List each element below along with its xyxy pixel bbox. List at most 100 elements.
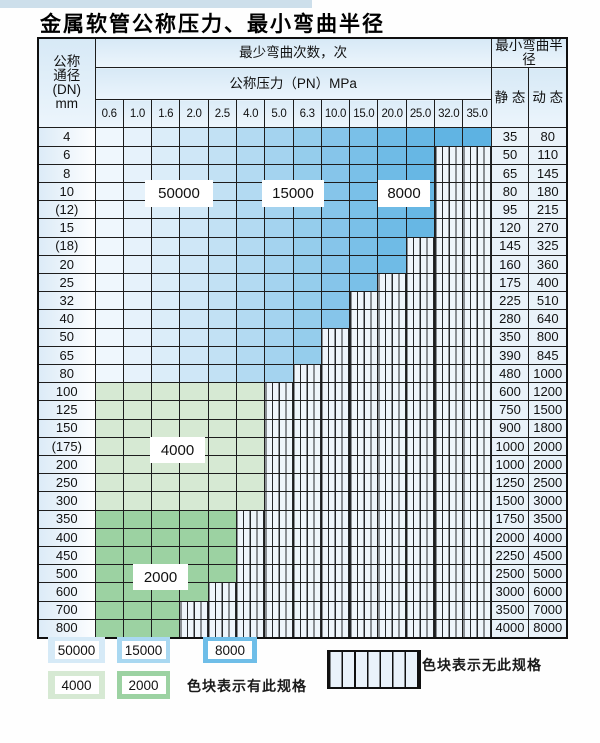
static-cell: 65 [490,163,530,183]
spec-cell [94,363,124,384]
no-spec-cell [292,527,322,548]
header-pressure-value: 25.0 [405,99,436,129]
dn-cell: 25 [37,272,96,293]
static-cell: 1500 [490,491,530,511]
no-spec-cell [462,473,492,493]
spec-cell [320,236,351,256]
dynamic-cell: 110 [528,145,568,165]
header-pressure-value: 1.6 [151,99,181,129]
dynamic-cell: 845 [528,345,568,365]
dynamic-cell: 1000 [528,363,568,384]
no-spec-cell [264,454,294,475]
no-spec-cell [434,309,464,329]
spec-cell [94,163,124,183]
spec-cell [122,382,153,402]
no-spec-cell [462,145,492,165]
spec-cell [462,127,492,147]
no-spec-cell [320,363,351,384]
spec-cell [94,345,124,365]
no-spec-cell [320,418,351,438]
dn-cell: (18) [37,236,96,256]
no-spec-cell [405,363,436,384]
spec-cell [292,327,322,347]
header-bend-cycles: 最少弯曲次数，次 [94,37,492,69]
top-strip [0,0,312,8]
dn-cell: 65 [37,345,96,365]
table-row-dn-80: 80 480 1000 [37,363,568,384]
no-spec-cell [320,582,351,602]
no-spec-cell [264,400,294,420]
dn-cell: 450 [37,546,96,566]
dynamic-cell: 7000 [528,600,568,620]
dn-cell: 8 [37,163,96,183]
static-cell: 480 [490,363,530,384]
table-row-dn-150: 150 900 1800 [37,418,568,438]
dynamic-cell: 1200 [528,382,568,402]
spec-cell [94,145,124,165]
no-spec-cell [462,236,492,256]
spec-cell [122,127,153,147]
header-row-2: 公称压力（PN）MPa 静 态动 态 [38,67,568,129]
table-row-dn-20: 20 160 360 [37,254,568,274]
static-cell: 3500 [490,600,530,620]
no-spec-cell [462,600,492,620]
no-spec-cell [405,454,436,475]
no-spec-cell [349,436,379,457]
no-spec-cell [320,345,351,365]
spec-cell [207,564,237,584]
no-spec-cell [462,181,492,202]
spec-cell [122,363,153,384]
no-spec-cell [434,491,464,511]
table-row-dn-4: 4 35 80 [37,127,568,147]
legend-swatch-50000: 50000 [48,637,105,663]
no-spec-cell [349,345,379,365]
table-row-dn-65: 65 390 845 [37,345,568,365]
spec-cell [179,145,209,165]
table-row-dn-350: 350 1750 3500 [37,509,568,529]
spec-cell [94,291,124,311]
region-label-2000: 2000 [133,564,188,590]
dynamic-cell: 80 [528,127,568,147]
spec-cell [94,382,124,402]
no-spec-cell [462,363,492,384]
spec-cell [151,618,181,639]
dynamic-cell: 5000 [528,564,568,584]
no-spec-cell [405,327,436,347]
dn-cell: 500 [37,564,96,584]
no-spec-cell [349,291,379,311]
spec-cell [207,546,237,566]
no-spec-cell [434,145,464,165]
spec-cell [179,363,209,384]
no-spec-cell [292,382,322,402]
table-row-dn-800: 800 4000 8000 [37,618,568,639]
spec-cell [94,527,124,548]
spec-cell [179,418,209,438]
spec-cell [207,436,237,457]
legend-swatch-4000: 4000 [48,671,105,699]
spec-cell [122,345,153,365]
no-spec-cell [349,509,379,529]
no-spec-cell [434,272,464,293]
table-row-dn-25: 25 175 400 [37,272,568,293]
dynamic-cell: 145 [528,163,568,183]
dn-cell: 6 [37,145,96,165]
dn-cell: 150 [37,418,96,438]
no-spec-cell [349,418,379,438]
no-spec-cell [320,327,351,347]
no-spec-cell [320,564,351,584]
no-spec-cell [462,418,492,438]
spec-cell [292,309,322,329]
spec-cell [122,600,153,620]
no-spec-cell [292,618,322,639]
no-spec-cell [434,345,464,365]
spec-cell [207,473,237,493]
spec-cell [179,527,209,548]
no-spec-cell [320,436,351,457]
static-cell: 2500 [490,564,530,584]
no-spec-cell [377,473,407,493]
spec-cell [94,309,124,329]
no-spec-cell [377,454,407,475]
spec-cell [405,218,436,238]
spec-cell [235,254,266,274]
no-spec-cell [405,309,436,329]
